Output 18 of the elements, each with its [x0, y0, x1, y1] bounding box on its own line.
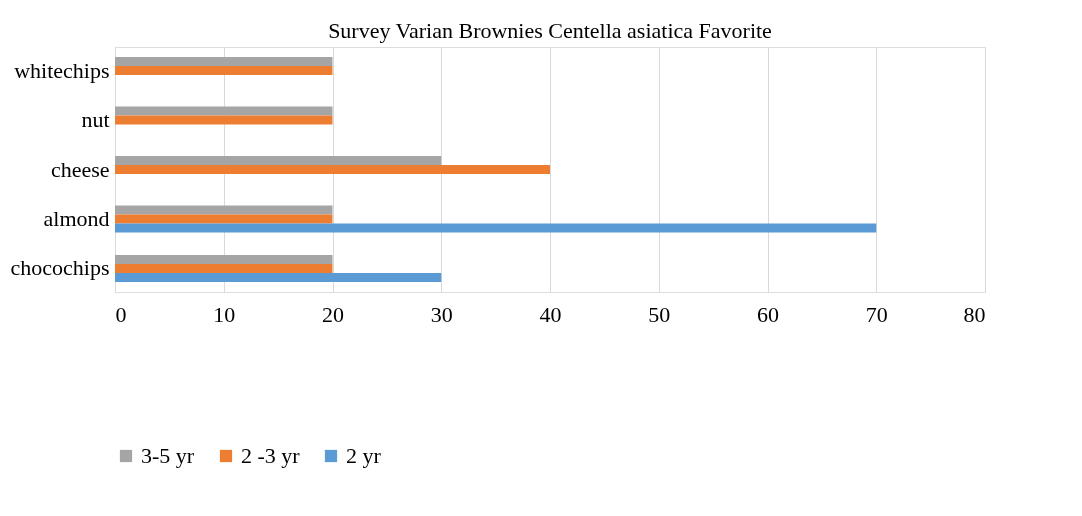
chart-title: Survey Varian Brownies Centella asiatica Favorite	[328, 18, 772, 43]
legend-label: 2 yr	[346, 443, 382, 468]
y-tick-label: almond	[43, 205, 110, 231]
x-tick-label: 40	[539, 301, 562, 327]
x-tick-label: 10	[213, 301, 236, 327]
x-tick-label: 20	[322, 301, 344, 327]
x-tick-label: 0	[115, 301, 127, 327]
legend-label: 3-5 yr	[141, 443, 195, 468]
x-tick-label: 50	[648, 301, 671, 327]
y-tick-label: chocochips	[10, 255, 110, 281]
x-tick-label: 70	[865, 301, 888, 327]
x-tick-label: 60	[757, 301, 779, 327]
x-tick-label: 80	[963, 301, 986, 327]
x-tick-label: 30	[430, 301, 453, 327]
y-tick-label: cheese	[50, 156, 110, 182]
y-tick-label: nut	[81, 107, 110, 133]
y-tick-label: whitechips	[14, 57, 110, 83]
legend-label: 2 -3 yr	[241, 443, 301, 468]
